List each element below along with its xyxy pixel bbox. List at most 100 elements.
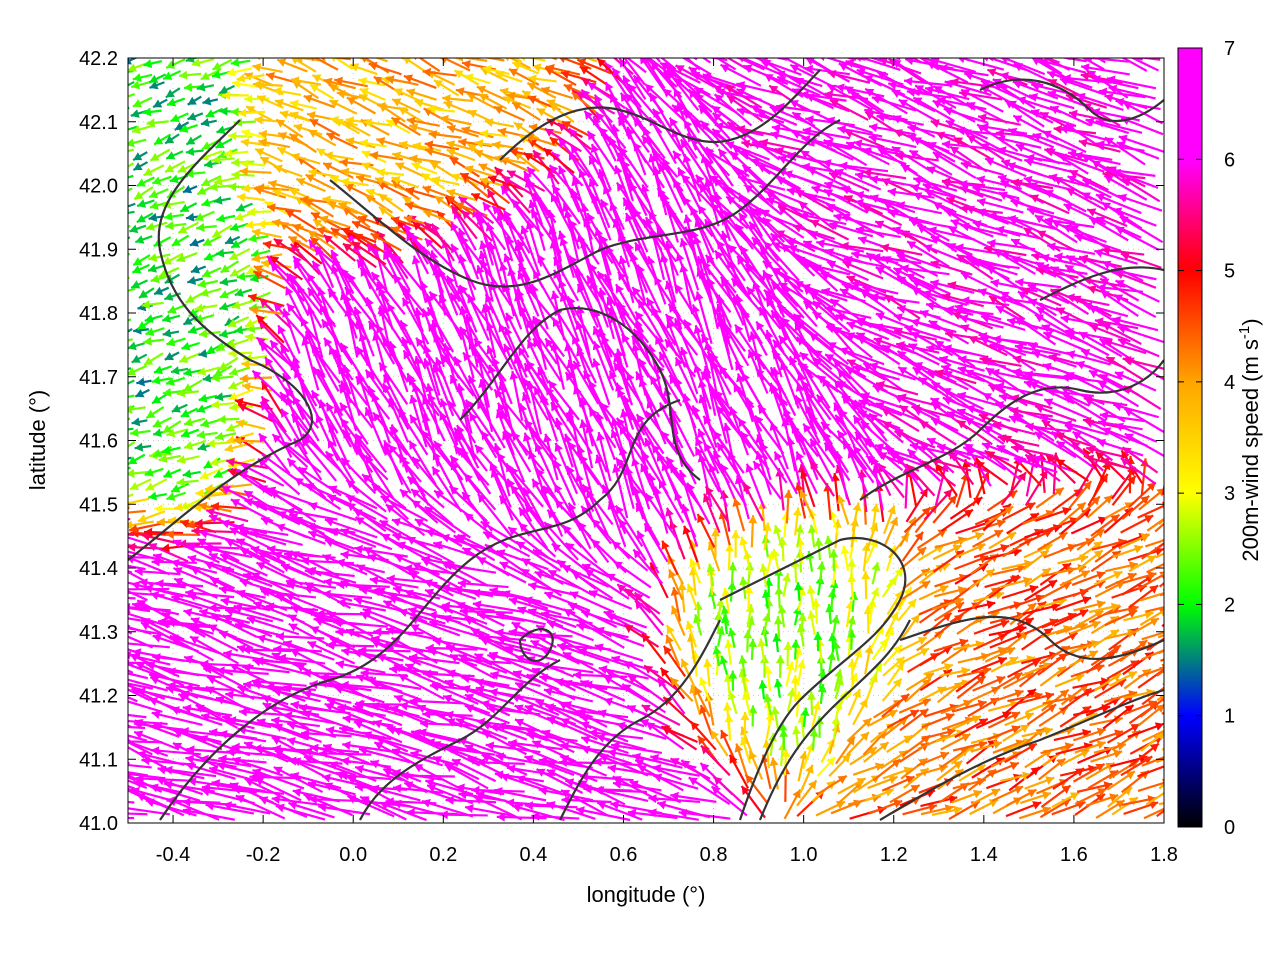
wind-vector: [1116, 227, 1159, 250]
wind-vector: [1011, 444, 1053, 456]
colorbar-tick-label: 3: [1224, 483, 1235, 505]
wind-vector: [440, 115, 471, 124]
colorbar-tick-label: 1: [1224, 706, 1235, 728]
wind-vector: [781, 512, 790, 537]
wind-vector: [996, 226, 1041, 239]
wind-vector: [179, 71, 201, 80]
wind-vector: [857, 34, 900, 59]
wind-vector: [191, 265, 206, 273]
y-axis-label: latitude (°): [25, 390, 50, 491]
wind-vector: [247, 208, 271, 217]
wind-vector: [527, 83, 555, 98]
x-axis-label: longitude (°): [587, 882, 706, 907]
wind-vector: [1008, 101, 1053, 123]
wind-vector: [196, 223, 217, 232]
wind-vector: [146, 222, 167, 231]
x-tick-label: 1.8: [1150, 844, 1178, 866]
y-tick-label: 41.6: [79, 431, 118, 453]
wind-vector: [392, 152, 422, 163]
wind-vector: [82, 704, 131, 727]
wind-vector: [831, 615, 840, 636]
wind-vector: [145, 314, 163, 323]
wind-vector: [252, 63, 282, 72]
wind-vector: [751, 48, 796, 57]
wind-vector: [236, 419, 265, 429]
x-tick-label: 1.6: [1060, 844, 1088, 866]
wind-vector: [115, 288, 135, 297]
wind-vector: [308, 54, 338, 70]
wind-vector: [135, 235, 152, 243]
wind-vector: [201, 118, 217, 127]
wind-vector: [447, 125, 479, 137]
wind-vector: [776, 655, 785, 677]
wind-vector: [219, 329, 237, 338]
wind-vector: [188, 97, 202, 105]
wind-vector: [172, 236, 189, 246]
wind-vector: [1020, 791, 1051, 803]
colorbar-tick-label: 5: [1224, 261, 1235, 283]
x-tick-label: 0.8: [700, 844, 728, 866]
wind-vector: [229, 249, 250, 260]
wind-vector: [953, 777, 986, 788]
wind-vector: [1124, 689, 1155, 698]
wind-vector: [112, 149, 133, 158]
wind-vector: [199, 394, 217, 403]
wind-vector: [601, 30, 626, 59]
wind-vector: [136, 377, 151, 386]
wind-vector: [144, 165, 164, 176]
wind-vector: [135, 389, 149, 397]
wind-vector: [887, 735, 913, 752]
wind-vector: [853, 503, 862, 532]
wind-vector: [112, 137, 127, 147]
wind-vector: [774, 679, 783, 698]
wind-vector: [118, 209, 135, 218]
wind-vector: [197, 83, 214, 92]
wind-vector: [816, 801, 845, 816]
wind-vector: [943, 344, 988, 357]
colorbar-label-end: ): [1238, 318, 1263, 325]
wind-vector: [187, 112, 202, 120]
wind-vector: [773, 525, 782, 548]
wind-vector: [616, 21, 651, 55]
wind-vector: [181, 409, 198, 418]
wind-vector: [906, 273, 950, 293]
wind-vector: [163, 329, 179, 338]
wind-vector: [578, 32, 608, 57]
wind-vector: [729, 407, 748, 456]
wind-vector: [444, 101, 472, 114]
x-tick-label: 0.0: [339, 844, 367, 866]
wind-vector: [153, 418, 172, 428]
wind-vector: [133, 98, 152, 107]
wind-vector: [308, 48, 341, 58]
wind-vector: [676, 253, 695, 301]
wind-vector: [807, 585, 816, 609]
wind-vector: [137, 177, 155, 186]
wind-vector: [383, 383, 408, 429]
wind-vector: [797, 660, 806, 685]
wind-vector: [112, 338, 133, 347]
wind-vector: [1130, 618, 1159, 634]
wind-vector: [166, 88, 180, 97]
wind-vector: [870, 194, 915, 212]
wind-vector: [920, 421, 957, 444]
wind-vector: [303, 690, 352, 703]
wind-vector: [236, 203, 252, 211]
wind-vector: [642, 30, 676, 58]
wind-vectors: [75, 21, 1198, 822]
colorbar-tick-label: 4: [1224, 372, 1235, 394]
wind-vector: [81, 665, 132, 685]
wind-vector: [127, 366, 147, 376]
colorbar-label-main: 200m-wind speed (m s: [1238, 339, 1263, 562]
wind-vector: [144, 353, 163, 365]
wind-vector: [869, 588, 879, 611]
x-tick-label: 0.4: [519, 844, 547, 866]
wind-vector: [1074, 233, 1121, 250]
wind-vector: [903, 648, 929, 662]
wind-vector: [132, 601, 179, 614]
wind-vector: [1070, 225, 1112, 251]
wind-vector: [1007, 691, 1042, 701]
x-tick-label: -0.4: [156, 844, 190, 866]
